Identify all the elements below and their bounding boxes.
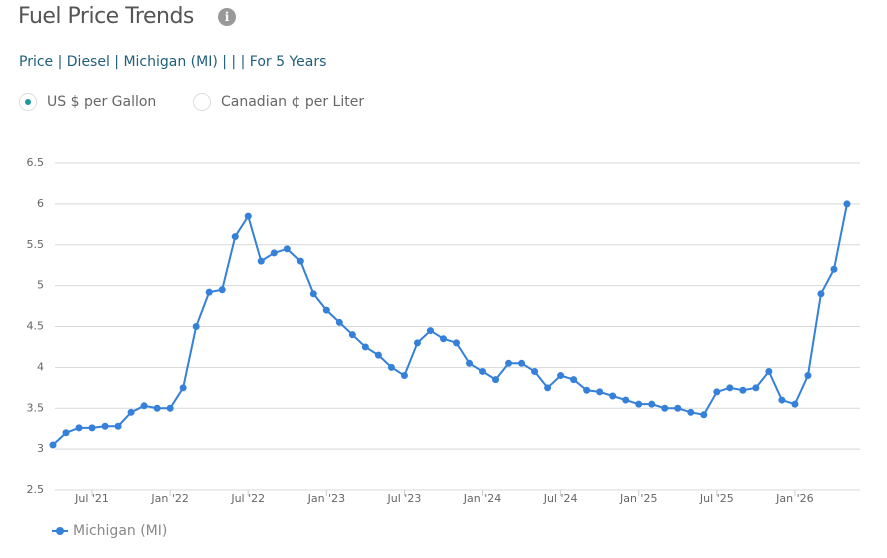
data-point — [466, 359, 474, 367]
data-point — [505, 359, 513, 367]
data-point — [218, 286, 226, 294]
data-point — [492, 376, 500, 384]
data-point — [296, 257, 304, 265]
series-line — [52, 203, 848, 446]
data-point — [687, 408, 695, 416]
data-point — [661, 404, 669, 412]
x-tick-label: Jan '23 — [307, 492, 345, 505]
data-point — [114, 422, 122, 430]
data-point — [544, 384, 552, 392]
page-title: Fuel Price Trends — [18, 4, 194, 29]
y-tick-label: 5 — [37, 279, 44, 292]
x-tick-label: Jan '26 — [775, 492, 813, 505]
data-point — [830, 265, 838, 273]
y-tick-label: 5.5 — [27, 238, 45, 251]
info-icon[interactable]: i — [218, 8, 236, 26]
data-point — [635, 400, 643, 408]
data-point — [88, 424, 96, 432]
unit-radio[interactable]: Canadian ¢ per Liter — [193, 93, 364, 111]
legend-label: Michigan (MI) — [73, 523, 167, 539]
filter-link[interactable]: Price | Diesel | Michigan (MI) | | | For… — [19, 54, 327, 70]
x-tick-label: Jul '23 — [387, 492, 422, 505]
data-point — [335, 318, 343, 326]
data-point — [518, 359, 526, 367]
y-tick-label: 3 — [37, 442, 44, 455]
data-point — [479, 367, 487, 375]
data-point — [426, 327, 434, 335]
data-point — [374, 351, 382, 359]
data-point — [140, 402, 148, 410]
data-point — [413, 339, 421, 347]
data-point — [387, 363, 395, 371]
data-point — [309, 290, 317, 298]
x-tick-label: Jul '24 — [543, 492, 578, 505]
data-point — [583, 386, 591, 394]
data-point — [557, 372, 565, 380]
data-point — [778, 396, 786, 404]
data-point — [804, 372, 812, 380]
data-point — [270, 249, 278, 257]
data-point — [531, 367, 539, 375]
data-point — [596, 388, 604, 396]
unit-radio[interactable]: US $ per Gallon — [19, 93, 156, 111]
x-tick-label: Jan '25 — [619, 492, 657, 505]
data-point — [739, 386, 747, 394]
data-point — [283, 245, 291, 253]
data-point — [62, 429, 70, 437]
radio-label: US $ per Gallon — [47, 94, 157, 110]
data-point — [179, 384, 187, 392]
data-point — [101, 422, 109, 430]
data-point — [700, 411, 708, 419]
data-point — [817, 290, 825, 298]
x-tick-label: Jul '22 — [230, 492, 265, 505]
data-point — [400, 372, 408, 380]
data-point — [674, 404, 682, 412]
data-point — [439, 335, 447, 343]
data-point — [713, 388, 721, 396]
data-point — [166, 404, 174, 412]
data-point — [257, 257, 265, 265]
data-point — [361, 343, 369, 351]
x-tick-label: Jul '25 — [699, 492, 734, 505]
data-point — [648, 400, 656, 408]
radio-label: Canadian ¢ per Liter — [221, 94, 365, 110]
x-tick-label: Jan '24 — [463, 492, 501, 505]
y-tick-label: 6.5 — [27, 156, 45, 169]
data-point — [49, 441, 57, 449]
data-point — [192, 323, 200, 330]
data-point — [765, 367, 773, 375]
data-point — [791, 400, 799, 408]
data-point — [752, 384, 760, 392]
data-point — [322, 306, 330, 314]
data-point — [127, 408, 135, 416]
y-tick-label: 6 — [37, 197, 44, 210]
data-point — [75, 424, 83, 432]
x-tick-label: Jan '22 — [150, 492, 188, 505]
data-point — [726, 384, 734, 392]
legend-marker — [56, 527, 64, 535]
data-point — [453, 339, 460, 347]
x-tick-label: Jul '21 — [74, 492, 109, 505]
radio-button[interactable] — [193, 93, 211, 111]
data-point — [622, 396, 630, 404]
data-point — [244, 212, 252, 220]
y-tick-label: 3.5 — [27, 401, 45, 414]
data-point — [570, 376, 578, 384]
data-point — [348, 331, 356, 339]
radio-button[interactable] — [19, 93, 37, 111]
y-tick-label: 2.5 — [27, 483, 45, 496]
y-tick-label: 4 — [37, 360, 44, 373]
data-point — [153, 404, 161, 412]
data-point — [205, 288, 213, 296]
data-point — [231, 233, 239, 241]
data-point — [843, 200, 851, 208]
y-tick-label: 4.5 — [27, 320, 45, 333]
data-point — [609, 392, 617, 400]
